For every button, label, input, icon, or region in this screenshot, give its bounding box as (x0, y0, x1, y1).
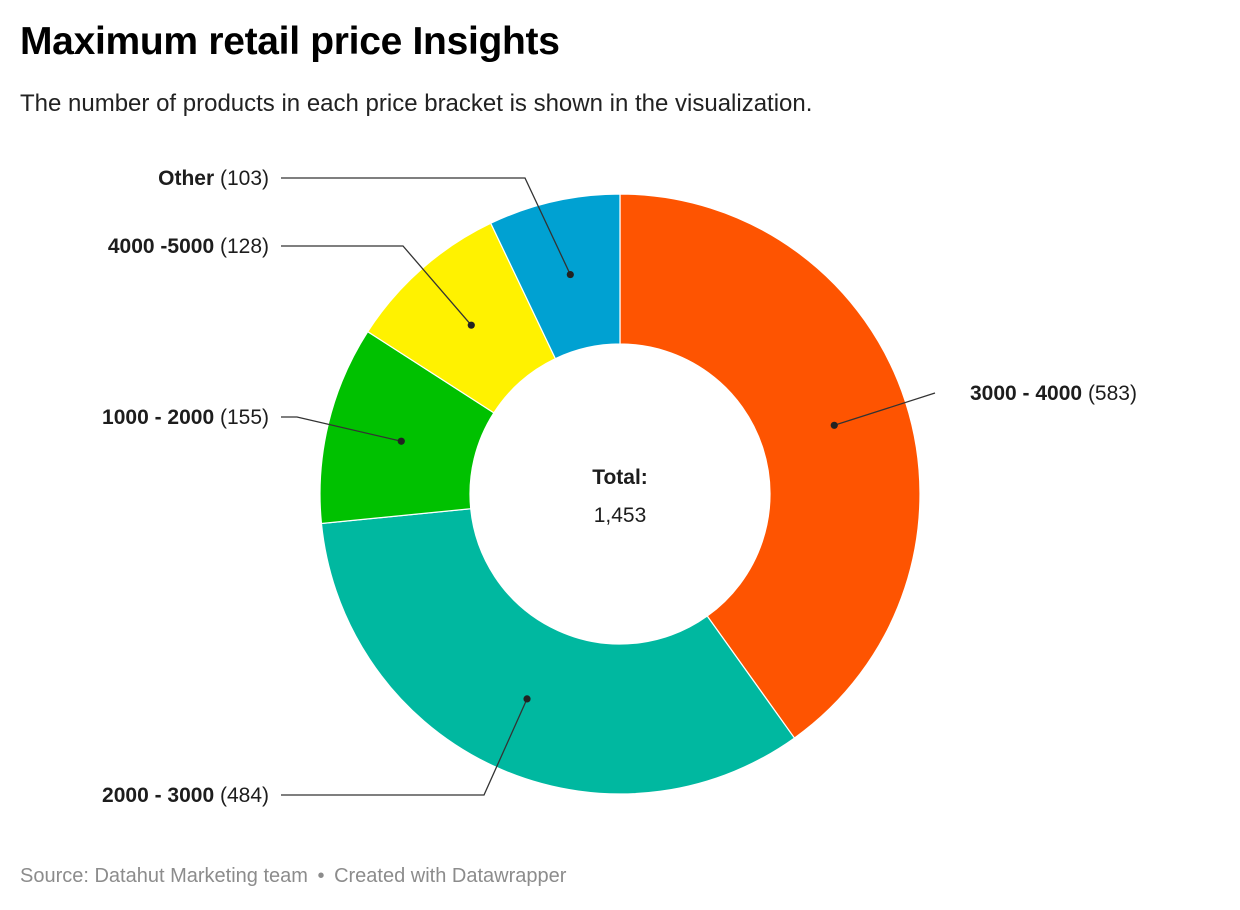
leader-dot-4000-5000 (467, 321, 475, 329)
leader-dot-3000-4000 (830, 421, 838, 429)
footer-separator: • (317, 865, 325, 887)
slice-label-name: 1000 - 2000 (102, 406, 214, 429)
slice-2000-3000[interactable] (320, 508, 796, 795)
leader-line-3000-4000 (834, 392, 936, 426)
leader-lines (281, 177, 936, 796)
slice-label-name: 2000 - 3000 (102, 784, 214, 807)
slice-label-name: 3000 - 4000 (970, 382, 1082, 405)
leader-line-1000-2000 (281, 416, 402, 442)
slice-3000-4000[interactable] (619, 193, 921, 739)
center-total-label: Total: (592, 466, 648, 489)
slice-other[interactable] (489, 193, 621, 360)
leader-dot-other (566, 270, 574, 279)
slice-label-value: (583) (1082, 382, 1137, 405)
slice-label-4000-5000: 4000 -5000 (128) (108, 235, 269, 258)
slice-label-2000-3000: 2000 - 3000 (484) (102, 784, 269, 807)
slice-label-name: Other (158, 167, 214, 190)
footer: Source: Datahut Marketing team • Created… (20, 865, 566, 888)
slice-label-value: (155) (214, 406, 269, 429)
slice-label-value: (128) (214, 235, 269, 258)
leader-line-2000-3000 (281, 698, 528, 796)
center-total-value: 1,453 (594, 504, 647, 527)
leader-dot-2000-3000 (523, 695, 531, 703)
leader-line-other (281, 177, 571, 275)
credit-note: Created with Datawrapper (334, 865, 567, 887)
slice-label-1000-2000: 1000 - 2000 (155) (102, 406, 269, 429)
leader-dot-1000-2000 (397, 437, 405, 445)
slice-labels: 3000 - 4000 (583) 2000 - 3000 (484) 1000 -… (102, 167, 1137, 807)
slice-label-name: 4000 -5000 (108, 235, 214, 258)
chart-subtitle: The number of products in each price bra… (20, 90, 813, 117)
donut-slices (319, 193, 921, 795)
slice-label-value: (103) (214, 167, 269, 190)
source-note: Source: Datahut Marketing team (20, 865, 308, 887)
leader-line-4000-5000 (281, 245, 472, 326)
slice-label-3000-4000: 3000 - 4000 (583) (970, 382, 1137, 405)
slice-label-other: Other (103) (158, 167, 269, 190)
chart-title: Maximum retail price Insights (20, 20, 560, 63)
slice-label-value: (484) (214, 784, 269, 807)
